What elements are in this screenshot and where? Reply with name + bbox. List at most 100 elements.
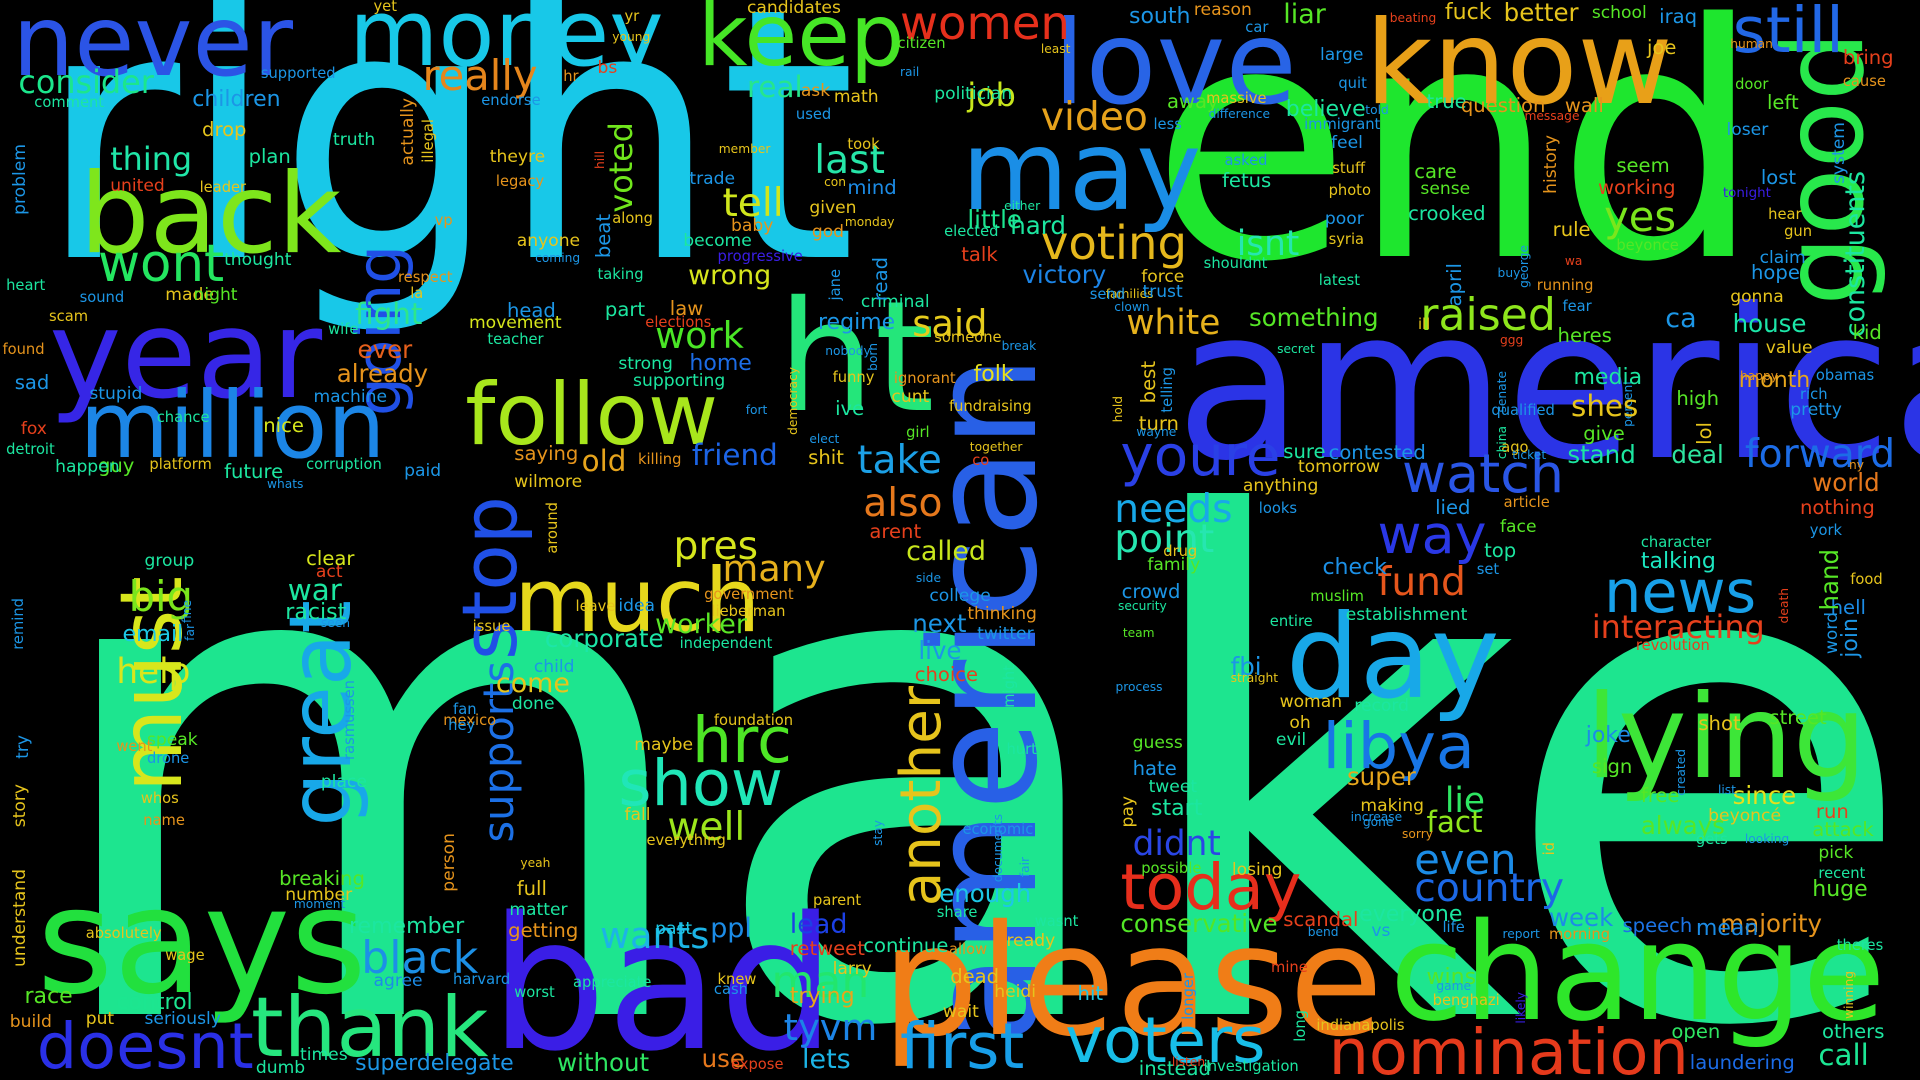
word-number: number [285,884,353,905]
word-mexico: mexico [443,711,497,729]
word-deal: deal [1671,440,1724,470]
word-theres: theres [1836,937,1884,955]
word-wont: wont [97,233,225,294]
word-might: might [1000,664,1018,708]
word-set: set [1476,561,1500,579]
word-paid: paid [404,460,442,481]
word-whos: whos [140,790,179,808]
word-ppl: ppl [710,912,752,944]
word-fall: fall [624,804,651,825]
word-supported: supported [260,65,336,83]
word-home: home [689,350,752,376]
word-evil: evil [1275,730,1307,751]
word-matter: matter [509,900,568,921]
word-monday: monday [844,214,895,229]
word-parent: parent [813,891,862,909]
word-may: may [961,107,1202,236]
word-watch: watch [1402,441,1564,505]
word-pick: pick [1818,842,1854,863]
word-hey: hey [448,716,476,734]
word-bad: bad [489,878,836,1080]
word-little: little [967,205,1022,235]
word-clear: clear [306,546,355,570]
word-believe: believe [1285,97,1366,123]
word-top: top [1484,539,1517,563]
word-bring: bring [1842,45,1894,69]
word-right: right [36,0,857,341]
word-government: government [704,585,794,603]
word-break: break [1001,339,1037,354]
word-women: women [900,0,1070,50]
word-mind: mind [847,175,897,199]
word-thinking: thinking [967,604,1037,625]
word-stand: stand [1567,440,1636,470]
word-story: story [10,783,31,827]
word-far: far [182,624,197,642]
word-someone: someone [934,328,1002,346]
word-hope: hope [1751,261,1800,285]
word-clown: clown [1114,300,1150,315]
word-send: send [1089,285,1126,303]
word-human: human [1730,36,1773,51]
word-beating: beating [1389,11,1437,26]
word-list: list [1717,782,1736,797]
word-mine: mine [1271,959,1308,977]
word-many: many [722,547,826,591]
word-everything: everything [646,831,726,849]
word-sense: sense [1420,179,1471,200]
word-fundraising: fundraising [948,398,1032,416]
word-possible: possible [1141,860,1202,878]
word-endorse: endorse [481,92,541,110]
word-larry: larry [832,959,872,980]
word-side: side [915,570,941,585]
word-tomorrow: tomorrow [1297,457,1381,478]
word-platform: platform [149,455,212,473]
word-door: door [1735,76,1769,94]
word-way: way [1377,503,1487,567]
word-instead: instead [1138,1057,1211,1080]
word-run: run [1815,800,1849,824]
word-word: word [1822,612,1843,655]
word-live: live [918,636,962,666]
word-establishment: establishment [1345,605,1468,626]
word-interacting: interacting [1591,608,1765,647]
word-super: super [1346,762,1416,792]
word-follow: follow [465,365,719,466]
word-ht: ht [777,268,935,447]
word-help: help [116,652,191,693]
word-corruption: corruption [306,455,382,473]
word-indianapolis: indianapolis [1316,1016,1405,1034]
word-girl: girl [906,424,930,442]
word-iraq: iraq [1659,5,1698,29]
word-folk: folk [973,361,1014,387]
word-baby: baby [731,215,774,236]
word-elected: elected [944,223,999,241]
word-without: without [557,1047,650,1077]
word-fort: fort [745,403,768,418]
word-loser: loser [1726,120,1769,141]
word-york: york [1809,522,1843,540]
word-knew: knew [717,971,757,989]
word-speech: speech [1622,913,1693,937]
word-big: big [128,571,193,621]
word-lead: lead [789,909,848,941]
word-saying: saying [514,442,579,466]
word-gonna: gonna [1730,286,1784,307]
word-shes: shes [1571,388,1639,423]
word-wrong: wrong [688,260,772,292]
word-full: full [516,877,547,901]
word-recent: recent [1818,864,1866,882]
word-fight: fight [355,297,423,331]
word-beyonce: beyonce [1616,236,1679,254]
word-moment: moment [293,896,346,911]
word-corporate: corporate [544,623,664,653]
word-latest: latest [1318,272,1361,290]
word-future: future [224,459,284,483]
word-idea: idea [618,595,656,616]
word-enough: enough [939,878,1032,908]
word-went: went [116,737,153,755]
word-lie: lie [1444,780,1486,821]
word-drug: drug [1163,542,1198,560]
word-candidates: candidates [746,0,841,18]
